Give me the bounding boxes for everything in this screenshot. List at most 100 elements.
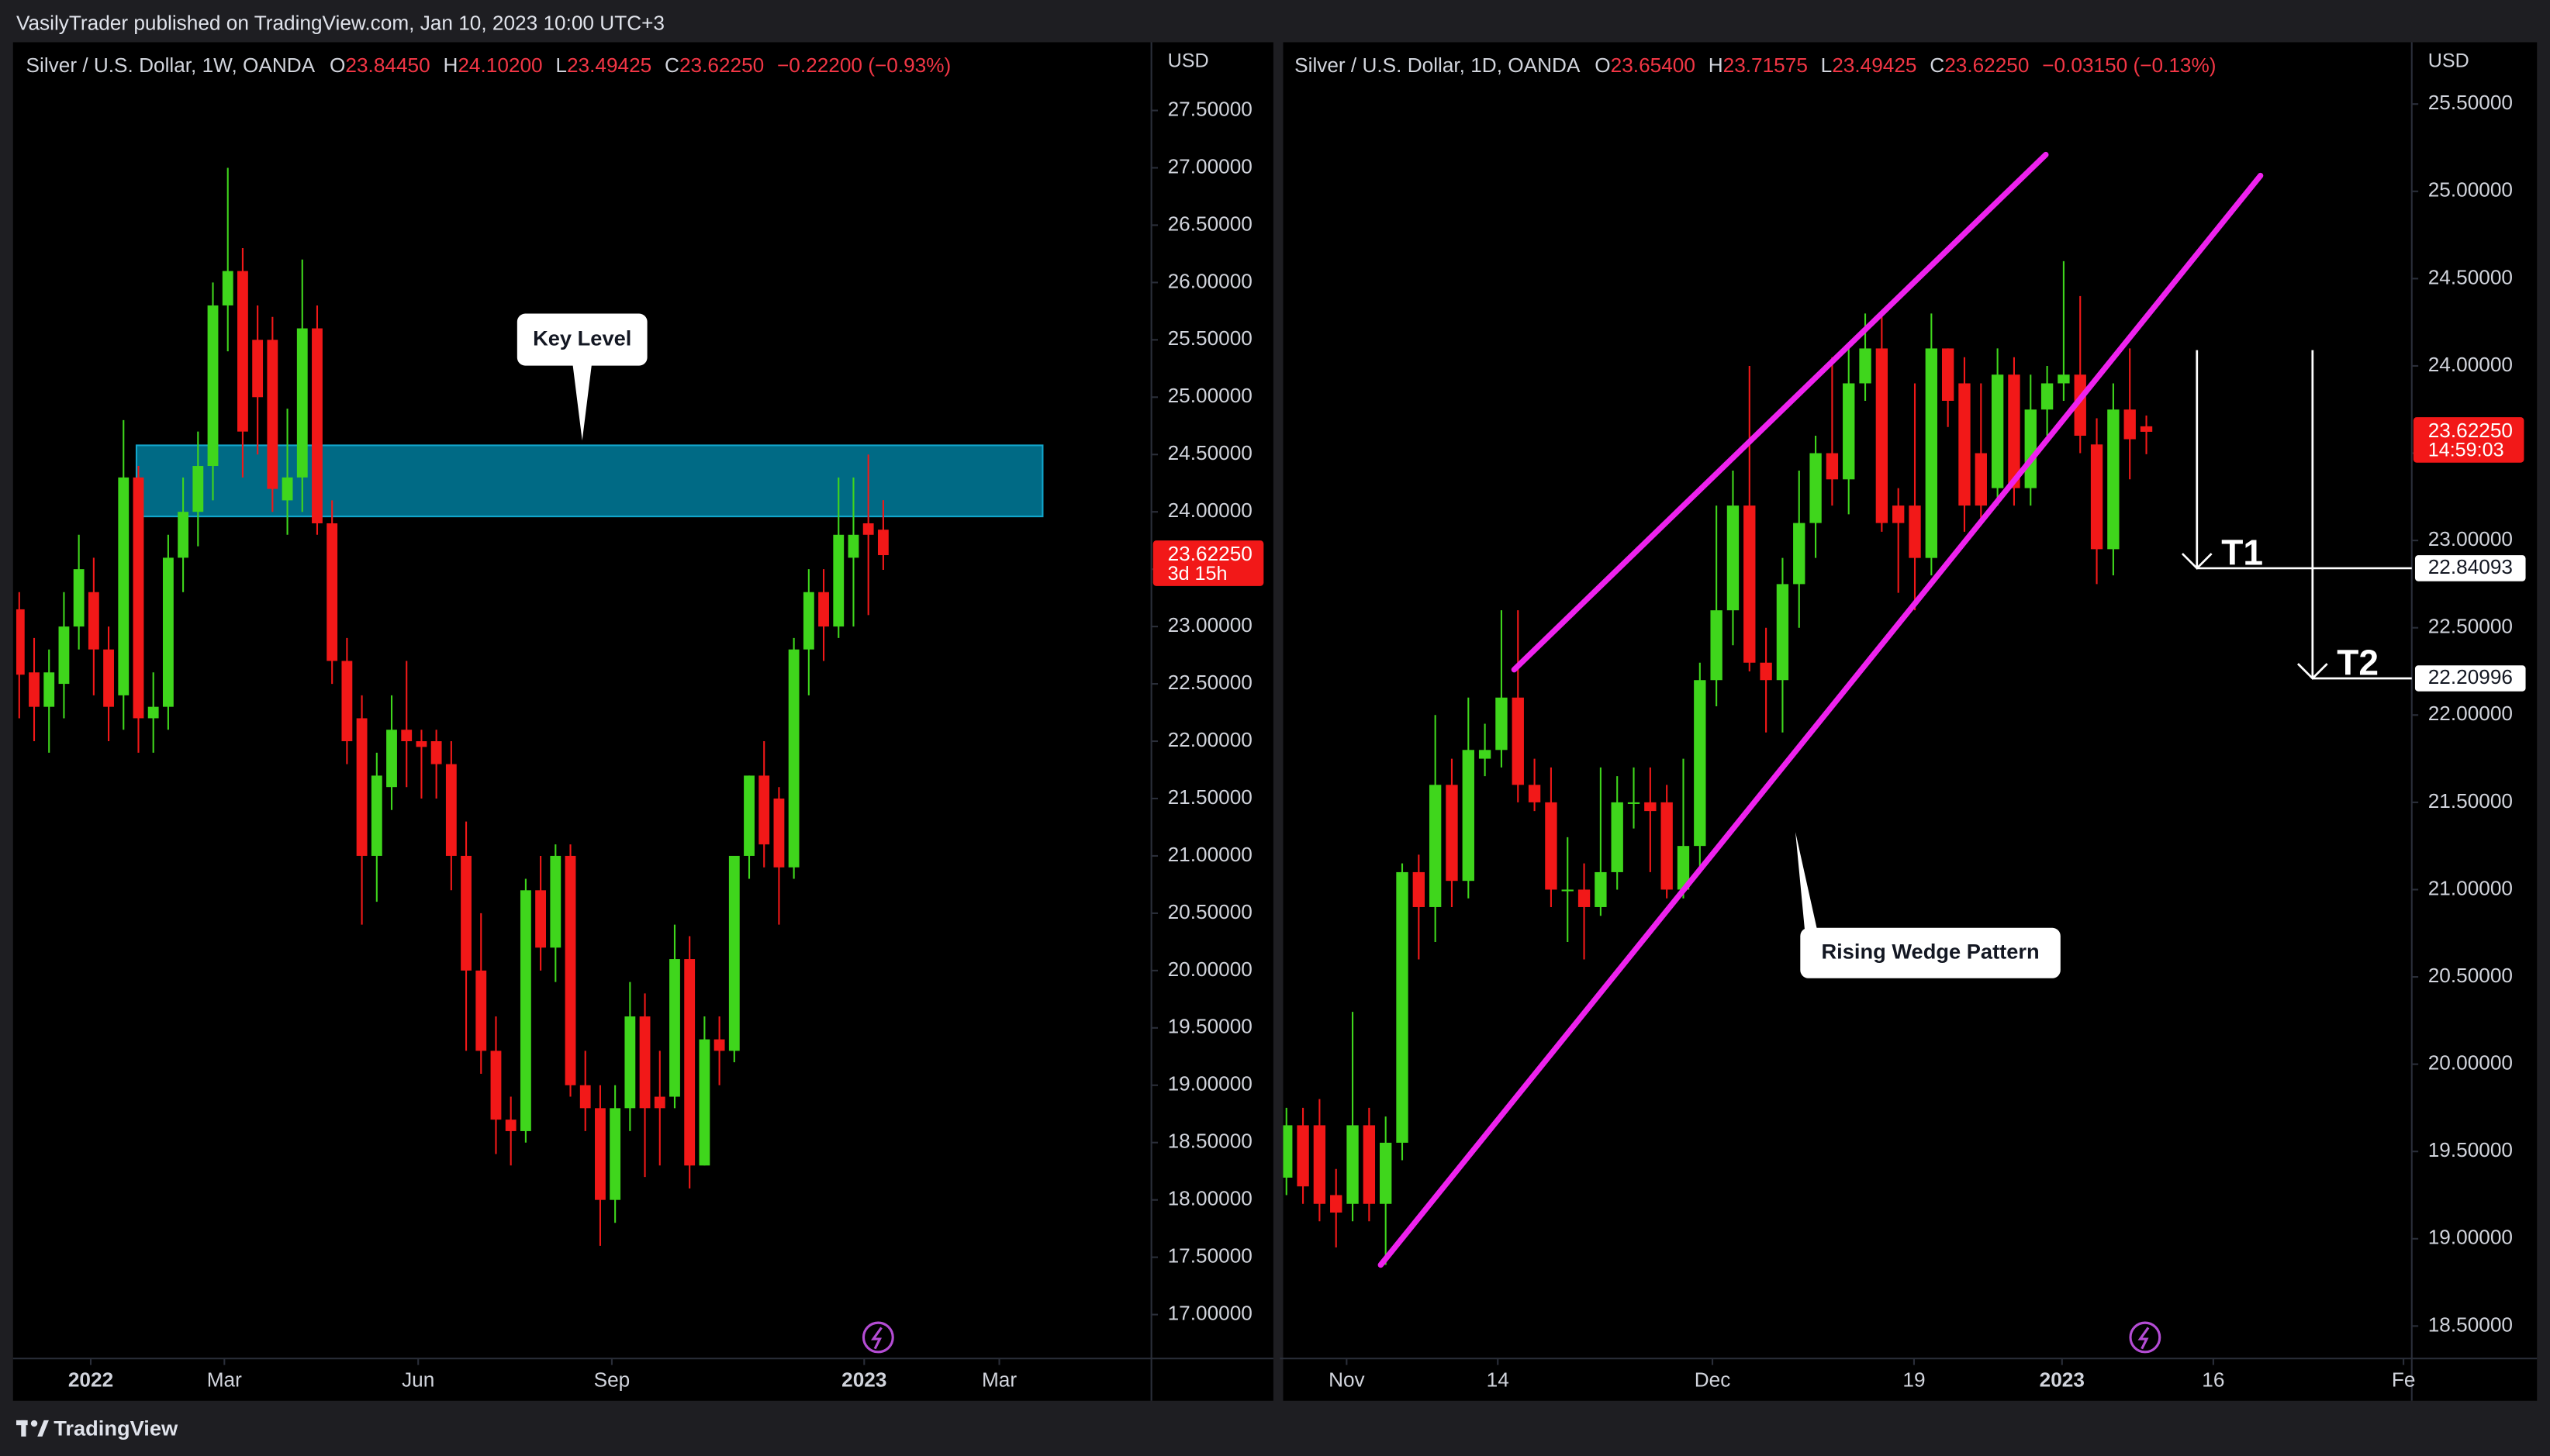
x-tick-label: Sep <box>594 1368 631 1392</box>
y-tick-label: 22.50000 <box>1168 671 1253 694</box>
ohlc-value: 23.62250 <box>1944 53 2029 77</box>
candle-body <box>1909 505 1921 558</box>
ohlc-name: O <box>1595 53 1610 77</box>
candle-body <box>267 340 278 489</box>
target-axis-label: 22.84093 <box>2428 555 2513 578</box>
countdown-label: 3d 15h <box>1168 563 1228 585</box>
price-change: −0.22200 (−0.93%) <box>777 53 951 77</box>
ohlc-name: O <box>330 53 345 77</box>
candle-body <box>296 328 308 478</box>
plot-area <box>16 167 1044 1246</box>
candle-body <box>2123 409 2136 440</box>
candle-body <box>1595 871 1607 907</box>
y-tick-label: 23.00000 <box>1168 613 1253 637</box>
candle-body <box>699 1039 710 1166</box>
candle-body <box>595 1108 606 1200</box>
candle-body <box>118 477 130 695</box>
y-tick-label: 24.50000 <box>2428 265 2513 288</box>
y-tick-label: 18.50000 <box>2428 1313 2513 1336</box>
x-tick-label: 19 <box>1902 1368 1925 1392</box>
plot-area <box>1283 151 2264 1268</box>
candle-body <box>550 855 561 948</box>
target-label: T1 <box>2221 532 2263 572</box>
candle-body <box>1859 348 1871 384</box>
y-tick-label: 17.50000 <box>1168 1244 1253 1268</box>
candle-body <box>475 970 487 1051</box>
candle-body <box>2008 374 2020 488</box>
candle-body <box>520 890 531 1131</box>
candle-body <box>1283 1125 1293 1178</box>
chart-legend: Silver / U.S. Dollar, 1W, OANDA O23.84450… <box>26 53 952 77</box>
left-panel <box>12 42 1273 1401</box>
candle-body <box>1528 785 1541 802</box>
lightning-icon <box>862 1321 2161 1354</box>
candle-body <box>818 592 829 627</box>
candle-body <box>610 1108 621 1200</box>
wedge-line <box>1377 172 2264 1268</box>
callout-box <box>1800 927 2061 978</box>
candle-body <box>505 1120 517 1131</box>
ohlc-value: 23.71575 <box>1723 53 1808 77</box>
candle-body <box>16 609 25 675</box>
candle-body <box>848 534 859 558</box>
callout-text: Rising Wedge Pattern <box>1821 940 2039 964</box>
target-label: T2 <box>2337 642 2379 682</box>
candle-body <box>1396 871 1408 1143</box>
candle-body <box>461 855 472 971</box>
y-tick-label: 23.00000 <box>2428 527 2513 550</box>
y-tick-label: 18.00000 <box>1168 1187 1253 1210</box>
chart-title: Silver / U.S. Dollar, 1D, OANDA <box>1294 53 1581 77</box>
candle-body <box>1611 802 1623 872</box>
ohlc-value: 23.62250 <box>679 53 764 77</box>
y-tick-label: 24.50000 <box>1168 441 1253 464</box>
right-panel <box>1283 42 2538 1401</box>
x-tick-label: Fe <box>2392 1368 2416 1392</box>
candle-body <box>1941 348 1954 401</box>
arrow-head <box>2181 553 2213 570</box>
axis-unit: USD <box>2428 50 2469 71</box>
candle-body <box>1925 348 1938 558</box>
y-tick-label: 19.00000 <box>1168 1072 1253 1095</box>
candle-body <box>222 271 233 305</box>
candle-body <box>1478 750 1491 759</box>
candle-body <box>565 855 576 1085</box>
x-tick-label: 2022 <box>68 1368 113 1392</box>
candle-body <box>773 798 785 868</box>
candle-body <box>1627 802 1640 804</box>
candle-body <box>1875 348 1888 523</box>
y-tick-label: 26.00000 <box>1168 269 1253 292</box>
candle-body <box>1512 697 1524 785</box>
target-axis-box <box>2414 665 2526 692</box>
candle-body <box>1743 505 1756 663</box>
candle-body <box>758 775 770 845</box>
y-tick-label: 22.50000 <box>2428 615 2513 638</box>
candle-body <box>2074 374 2086 436</box>
ohlc-value: 23.65400 <box>1611 53 1695 77</box>
candle-body <box>1975 453 1987 506</box>
y-tick-label: 20.00000 <box>2428 1051 2513 1075</box>
x-tick-label: Jun <box>402 1368 434 1392</box>
y-tick-label: 25.00000 <box>1168 384 1253 407</box>
y-tick-label: 21.50000 <box>2428 789 2513 813</box>
candle-body <box>1660 802 1673 890</box>
candle-body <box>788 649 800 868</box>
x-tick-label: 2023 <box>2040 1368 2085 1392</box>
price-change: −0.03150 (−0.13%) <box>2042 53 2216 77</box>
y-tick-label: 19.50000 <box>1168 1015 1253 1038</box>
candle-body <box>1330 1195 1342 1213</box>
candle-body <box>1793 523 1805 585</box>
y-tick-label: 26.50000 <box>1168 212 1253 235</box>
ohlc-name: L <box>555 53 567 77</box>
y-tick-label: 19.50000 <box>2428 1138 2513 1161</box>
candle-body <box>1446 785 1458 882</box>
chart-legend: Silver / U.S. Dollar, 1D, OANDA O23.65400… <box>1294 53 2216 77</box>
candle-body <box>103 649 114 707</box>
ohlc-value: 24.10200 <box>458 53 542 77</box>
candle-body <box>1826 453 1839 480</box>
candle-body <box>430 741 442 764</box>
candle-body <box>162 557 174 707</box>
candle-body <box>312 328 323 523</box>
candle-body <box>252 340 264 398</box>
x-tick-label: Dec <box>1695 1368 1731 1392</box>
